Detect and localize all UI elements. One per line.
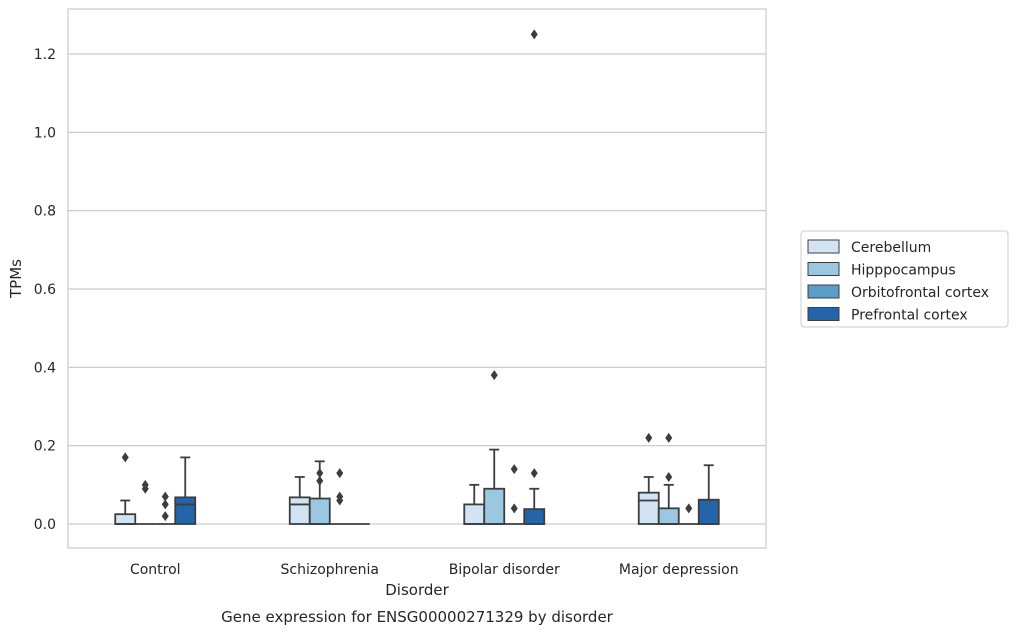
box-series: [114, 29, 720, 525]
legend: Cerebellum Hipppocampus Orbitofrontal cort…: [800, 230, 1009, 328]
outlier-point: [161, 511, 169, 522]
outlier-point: [510, 503, 518, 514]
outlier-point: [490, 370, 498, 381]
legend-swatch: [807, 262, 840, 276]
x-tick-label: Control: [130, 562, 181, 578]
outlier-point: [161, 499, 169, 510]
box-body: [697, 498, 720, 525]
x-tick-label: Bipolar disorder: [449, 562, 560, 578]
box-cerebellum: [114, 452, 137, 525]
outlier-point: [121, 452, 129, 463]
outlier-point: [685, 503, 693, 514]
outlier-point: [316, 475, 324, 486]
y-tick-label: 0.2: [34, 439, 56, 455]
grid-lines: [68, 53, 766, 525]
outlier-point: [336, 491, 344, 502]
outlier-point: [665, 432, 673, 443]
y-axis-ticks: 0.0 0.2 0.4 0.6 0.8 1.0 1.2: [34, 47, 56, 533]
x-axis-label: Disorder: [385, 581, 449, 599]
legend-swatch: [807, 284, 840, 299]
y-tick-label: 0.4: [34, 360, 56, 376]
outlier-point: [161, 491, 169, 502]
box-body: [523, 508, 546, 525]
plot-frame: [67, 8, 767, 549]
box-body: [483, 487, 506, 525]
outlier-point: [645, 432, 653, 443]
y-tick-label: 0.0: [34, 517, 56, 533]
box-body: [463, 503, 486, 525]
outlier-point: [530, 468, 538, 479]
box-body: [288, 496, 311, 525]
outlier-point: [665, 472, 673, 482]
outlier-point: [316, 468, 324, 479]
box-hipppocampus: [135, 479, 156, 525]
box-orbitofrontal-cortex: [504, 464, 525, 525]
box-orbitofrontal-cortex: [155, 491, 176, 525]
legend-swatch: [807, 239, 840, 254]
x-tick-label: Schizophrenia: [281, 562, 379, 578]
box-prefrontal-cortex: [174, 456, 197, 525]
box-hipppocampus: [308, 460, 331, 525]
box-hipppocampus: [483, 370, 506, 525]
box-cerebellum: [463, 483, 486, 525]
box-cerebellum: [637, 432, 660, 525]
box-hipppocampus: [657, 432, 680, 525]
outlier-point: [336, 468, 344, 479]
box-prefrontal-cortex: [523, 29, 546, 525]
chart-caption: Gene expression for ENSG00000271329 by d…: [221, 608, 614, 626]
outlier-point: [141, 479, 149, 490]
legend-swatch: [807, 307, 840, 321]
legend-label: Prefrontal cortex: [851, 308, 968, 324]
outlier-point: [510, 464, 518, 475]
legend-label: Hipppocampus: [851, 263, 956, 279]
legend-frame: [800, 230, 1009, 328]
box-prefrontal-cortex: [697, 464, 720, 525]
legend-label: Cerebellum: [851, 240, 931, 256]
box-body: [174, 496, 197, 525]
box-body: [637, 491, 660, 525]
box-orbitofrontal-cortex: [329, 468, 350, 525]
x-tick-label: Major depression: [619, 562, 739, 578]
y-tick-label: 1.0: [34, 125, 56, 141]
y-tick-label: 0.6: [34, 282, 56, 298]
box-body: [308, 497, 331, 525]
box-body: [657, 507, 680, 525]
y-tick-label: 0.8: [34, 204, 56, 220]
legend-label: Orbitofrontal cortex: [851, 285, 989, 301]
box-orbitofrontal-cortex: [678, 503, 699, 525]
box-body: [114, 513, 137, 525]
y-axis-label: TPMs: [7, 259, 25, 299]
x-axis-ticks: Control Schizophrenia Bipolar disorder Majo…: [130, 562, 739, 578]
box-cerebellum: [288, 476, 311, 525]
outlier-point: [530, 29, 538, 40]
y-tick-label: 1.2: [34, 47, 56, 63]
